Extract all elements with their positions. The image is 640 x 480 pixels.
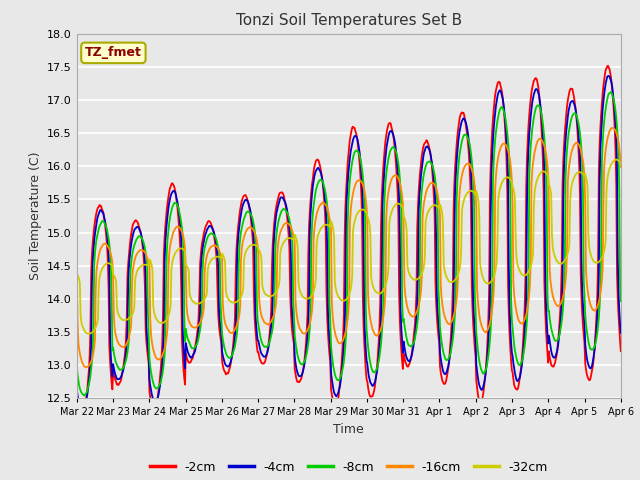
-16cm: [73, 273, 81, 278]
-2cm: [84, 385, 92, 391]
-2cm: [617, 348, 625, 354]
-8cm: [84, 387, 92, 393]
-32cm: [86, 331, 93, 336]
Line: -16cm: -16cm: [77, 128, 621, 367]
-8cm: [607, 89, 615, 95]
-32cm: [223, 294, 231, 300]
-8cm: [223, 353, 231, 359]
-2cm: [223, 370, 231, 376]
-8cm: [73, 365, 81, 371]
-4cm: [617, 330, 625, 336]
Line: -8cm: -8cm: [77, 92, 621, 396]
-2cm: [604, 63, 612, 69]
-8cm: [617, 298, 625, 304]
-2cm: [195, 314, 202, 320]
-4cm: [84, 391, 92, 396]
-32cm: [416, 275, 424, 280]
-16cm: [416, 299, 424, 304]
-32cm: [195, 301, 202, 307]
-8cm: [431, 178, 439, 184]
Line: -32cm: -32cm: [77, 159, 621, 334]
-2cm: [73, 394, 81, 400]
-16cm: [617, 164, 625, 170]
-32cm: [617, 161, 625, 167]
-8cm: [195, 335, 202, 341]
Line: -2cm: -2cm: [77, 66, 621, 415]
-2cm: [431, 278, 439, 284]
Legend: -2cm, -4cm, -8cm, -16cm, -32cm: -2cm, -4cm, -8cm, -16cm, -32cm: [145, 456, 553, 479]
-4cm: [140, 243, 147, 249]
-16cm: [431, 184, 439, 190]
-16cm: [140, 248, 147, 253]
X-axis label: Time: Time: [333, 423, 364, 436]
Line: -4cm: -4cm: [77, 76, 621, 409]
-8cm: [416, 288, 424, 293]
-32cm: [83, 330, 90, 336]
Text: TZ_fmet: TZ_fmet: [85, 47, 142, 60]
Y-axis label: Soil Temperature (C): Soil Temperature (C): [29, 152, 42, 280]
-32cm: [612, 156, 620, 162]
-16cm: [84, 364, 92, 370]
-2cm: [140, 251, 147, 257]
-32cm: [73, 271, 81, 276]
-16cm: [609, 125, 616, 131]
-2cm: [416, 176, 424, 182]
-4cm: [195, 327, 202, 333]
-4cm: [223, 364, 231, 370]
-8cm: [81, 393, 88, 398]
-16cm: [82, 364, 90, 370]
-4cm: [78, 406, 86, 412]
-4cm: [416, 192, 424, 198]
-16cm: [195, 323, 202, 328]
-8cm: [140, 239, 147, 245]
-32cm: [431, 203, 439, 208]
-2cm: [78, 412, 86, 418]
-4cm: [605, 73, 612, 79]
-4cm: [431, 201, 439, 207]
-16cm: [223, 326, 231, 332]
-32cm: [140, 262, 147, 268]
-4cm: [73, 386, 81, 392]
Title: Tonzi Soil Temperatures Set B: Tonzi Soil Temperatures Set B: [236, 13, 462, 28]
